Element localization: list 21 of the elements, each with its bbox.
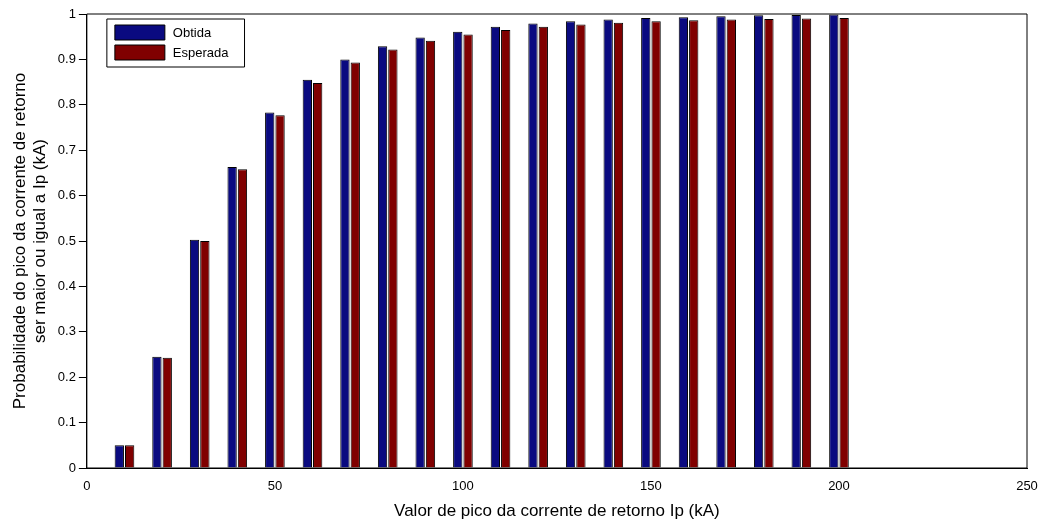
- x-tick-label: 0: [83, 478, 91, 494]
- y-tick-label: 1: [68, 5, 76, 21]
- legend-label: Obtida: [172, 24, 212, 40]
- y-tick-label: 0.2: [57, 368, 76, 384]
- y-tick-label: 0.9: [57, 50, 76, 66]
- y-tick-label: 0.3: [57, 323, 76, 339]
- y-tick-label: 0.1: [57, 414, 76, 430]
- x-tick-label: 50: [267, 478, 283, 494]
- y-axis-title: Probabilidade do pico da corrente de retorno ser maior ou igual a Ip (kA): [9, 72, 50, 410]
- x-tick-label: 250: [1016, 478, 1038, 494]
- legend-label: Esperada: [172, 44, 230, 60]
- y-tick-label: 0.8: [57, 96, 76, 112]
- x-axis-title: Valor de pico da corrente de retorno Ip (kA): [394, 501, 720, 521]
- x-tick-label: 100: [452, 478, 474, 494]
- y-tick-label: 0.6: [57, 187, 76, 203]
- y-tick-label: 0: [68, 459, 76, 475]
- x-tick-label: 150: [640, 478, 662, 494]
- y-tick-label: 0.4: [57, 277, 76, 293]
- y-tick-label: 0.7: [57, 141, 76, 157]
- y-tick-label: 0.5: [57, 232, 76, 248]
- x-tick-label: 200: [828, 478, 850, 494]
